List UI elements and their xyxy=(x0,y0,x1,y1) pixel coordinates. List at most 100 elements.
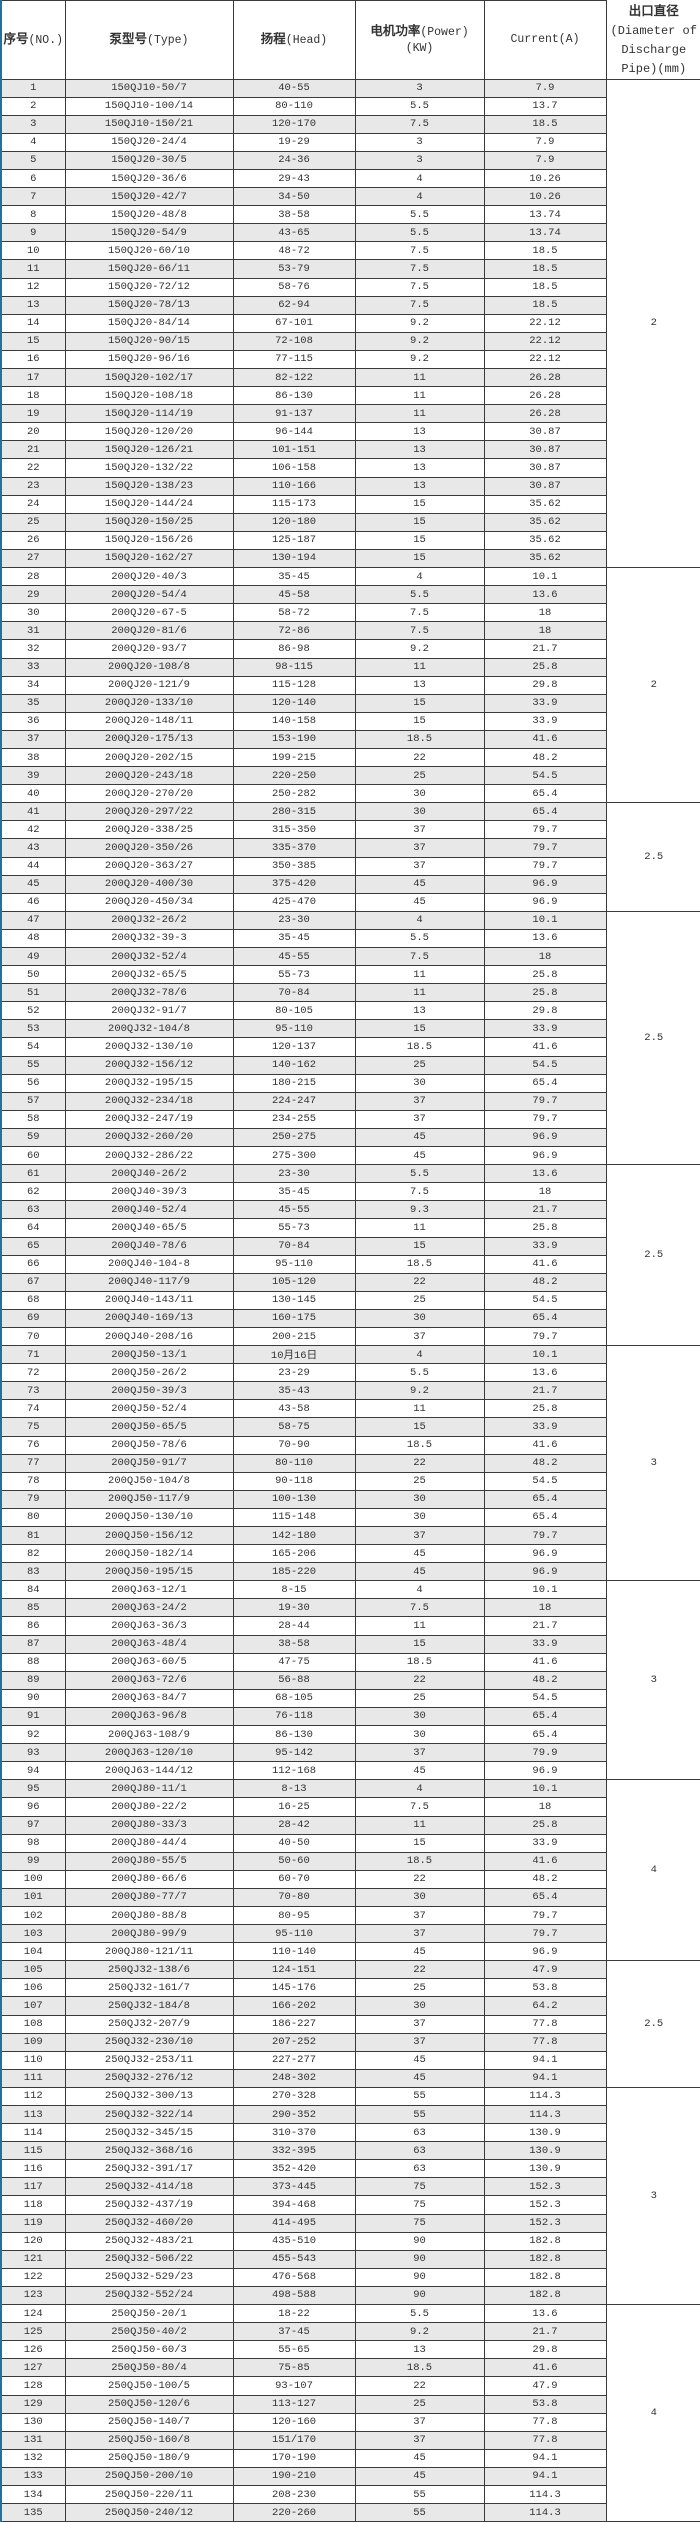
cell-power: 75 xyxy=(354,2213,485,2233)
cell-current: 79.7 xyxy=(483,1525,607,1546)
table-row: 55 200QJ32-156/12 140-162 25 54.5 xyxy=(0,1055,700,1075)
cell-diameter: 2 xyxy=(605,78,700,569)
cell-type: 200QJ40-52/4 xyxy=(64,1200,234,1220)
cell-type: 250QJ32-552/24 xyxy=(64,2285,234,2306)
cell-head: 101-151 xyxy=(232,440,356,460)
table-row: 14 150QJ20-84/14 67-101 9.2 22.12 xyxy=(0,313,700,333)
cell-head: 55-73 xyxy=(232,1218,356,1238)
cell-type: 200QJ63-108/9 xyxy=(64,1725,234,1745)
cell-type: 200QJ40-78/6 xyxy=(64,1236,234,1256)
cell-head: 95-110 xyxy=(232,1254,356,1274)
cell-power: 25 xyxy=(354,2394,485,2414)
cell-no: 24 xyxy=(0,494,66,514)
cell-head: 75-85 xyxy=(232,2358,356,2378)
cell-type: 150QJ20-48/8 xyxy=(64,205,234,225)
cell-power: 45 xyxy=(354,2050,485,2070)
cell-power: 7.5 xyxy=(354,1797,485,1817)
cell-power: 45 xyxy=(354,2448,485,2468)
cell-power: 11 xyxy=(354,657,485,677)
cell-current: 96.9 xyxy=(483,1544,607,1564)
cell-type: 250QJ50-200/10 xyxy=(64,2466,234,2486)
cell-no: 122 xyxy=(0,2267,66,2287)
cell-no: 81 xyxy=(0,1525,66,1546)
cell-no: 80 xyxy=(0,1507,66,1528)
cell-current: 182.8 xyxy=(483,2249,607,2269)
cell-type: 200QJ20-108/8 xyxy=(64,657,234,677)
cell-head: 98-115 xyxy=(232,657,356,677)
cell-power: 5.5 xyxy=(354,585,485,605)
cell-no: 98 xyxy=(0,1833,66,1853)
table-row: 61 200QJ40-26/2 23-30 5.5 13.6 2.5 xyxy=(0,1164,700,1347)
cell-head: 220-250 xyxy=(232,766,356,786)
cell-current: 114.3 xyxy=(483,2484,607,2505)
cell-no: 54 xyxy=(0,1037,66,1057)
cell-head: 394-468 xyxy=(232,2195,356,2215)
cell-current: 10.1 xyxy=(483,910,607,930)
table-row: 26 150QJ20-156/26 125-187 15 35.62 xyxy=(0,530,700,550)
cell-no: 60 xyxy=(0,1146,66,1166)
table-row: 20 150QJ20-120/20 96-144 13 30.87 xyxy=(0,422,700,442)
cell-head: 248-302 xyxy=(232,2068,356,2088)
cell-type: 200QJ40-104-8 xyxy=(64,1254,234,1274)
cell-no: 72 xyxy=(0,1363,66,1383)
cell-head: 145-176 xyxy=(232,1978,356,1998)
cell-no: 62 xyxy=(0,1182,66,1202)
cell-no: 41 xyxy=(0,802,66,822)
cell-no: 52 xyxy=(0,1001,66,1021)
table-row: 100 200QJ80-66/6 60-70 22 48.2 xyxy=(0,1869,700,1889)
cell-head: 24-36 xyxy=(232,150,356,170)
cell-power: 90 xyxy=(354,2231,485,2251)
cell-head: 120-160 xyxy=(232,2412,356,2432)
cell-no: 40 xyxy=(0,784,66,804)
cell-head: 115-173 xyxy=(232,494,356,514)
cell-type: 250QJ32-322/14 xyxy=(64,2104,234,2125)
cell-current: 25.8 xyxy=(483,1815,607,1835)
cell-current: 10.1 xyxy=(483,1779,607,1799)
cell-no: 91 xyxy=(0,1706,66,1727)
table-row: 21 150QJ20-126/21 101-151 13 30.87 xyxy=(0,440,700,460)
cell-head: 86-130 xyxy=(232,1725,356,1745)
table-row: 97 200QJ80-33/3 28-42 11 25.8 xyxy=(0,1815,700,1835)
cell-no: 93 xyxy=(0,1743,66,1763)
cell-head: 120-140 xyxy=(232,693,356,713)
table-row: 29 200QJ20-54/4 45-58 5.5 13.6 xyxy=(0,585,700,605)
cell-head: 186-227 xyxy=(232,2014,356,2034)
cell-no: 109 xyxy=(0,2032,66,2052)
cell-current: 48.2 xyxy=(483,1453,607,1473)
cell-current: 48.2 xyxy=(483,747,607,768)
cell-type: 250QJ50-60/3 xyxy=(64,2340,234,2360)
cell-current: 35.62 xyxy=(483,494,607,514)
cell-power: 63 xyxy=(354,2123,485,2143)
cell-type: 250QJ32-161/7 xyxy=(64,1978,234,1998)
cell-current: 65.4 xyxy=(483,1706,607,1727)
table-row: 7 150QJ20-42/7 34-50 4 10.26 xyxy=(0,187,700,207)
cell-power: 11 xyxy=(354,1616,485,1636)
cell-head: 208-230 xyxy=(232,2484,356,2505)
cell-current: 10.1 xyxy=(483,1345,607,1365)
cell-head: 95-110 xyxy=(232,1019,356,1039)
cell-current: 152.3 xyxy=(483,2213,607,2233)
cell-head: 170-190 xyxy=(232,2448,356,2468)
cell-current: 25.8 xyxy=(483,965,607,985)
cell-head: 310-370 xyxy=(232,2123,356,2143)
cell-head: 425-470 xyxy=(232,892,356,912)
cell-type: 200QJ50-65/5 xyxy=(64,1417,234,1437)
table-row: 83 200QJ50-195/15 185-220 45 96.9 xyxy=(0,1562,700,1582)
table-row: 103 200QJ80-99/9 95-110 37 79.7 xyxy=(0,1924,700,1944)
cell-no: 77 xyxy=(0,1453,66,1473)
cell-head: 80-110 xyxy=(232,1453,356,1473)
cell-head: 227-277 xyxy=(232,2050,356,2070)
cell-no: 129 xyxy=(0,2394,66,2414)
cell-current: 25.8 xyxy=(483,1218,607,1238)
cell-head: 93-107 xyxy=(232,2376,356,2396)
cell-no: 66 xyxy=(0,1254,66,1274)
cell-type: 150QJ20-120/20 xyxy=(64,422,234,442)
cell-head: 130-145 xyxy=(232,1290,356,1310)
cell-type: 200QJ50-182/14 xyxy=(64,1544,234,1564)
cell-head: 77-115 xyxy=(232,349,356,370)
header-row: 序号(NO.) 泵型号(Type) 扬程(Head) 电机功率(Power) (K… xyxy=(0,0,700,80)
cell-head: 120-180 xyxy=(232,512,356,532)
table-row: 88 200QJ63-60/5 47-75 18.5 41.6 xyxy=(0,1652,700,1672)
cell-current: 54.5 xyxy=(483,766,607,786)
table-row: 17 150QJ20-102/17 82-122 11 26.28 xyxy=(0,367,700,388)
